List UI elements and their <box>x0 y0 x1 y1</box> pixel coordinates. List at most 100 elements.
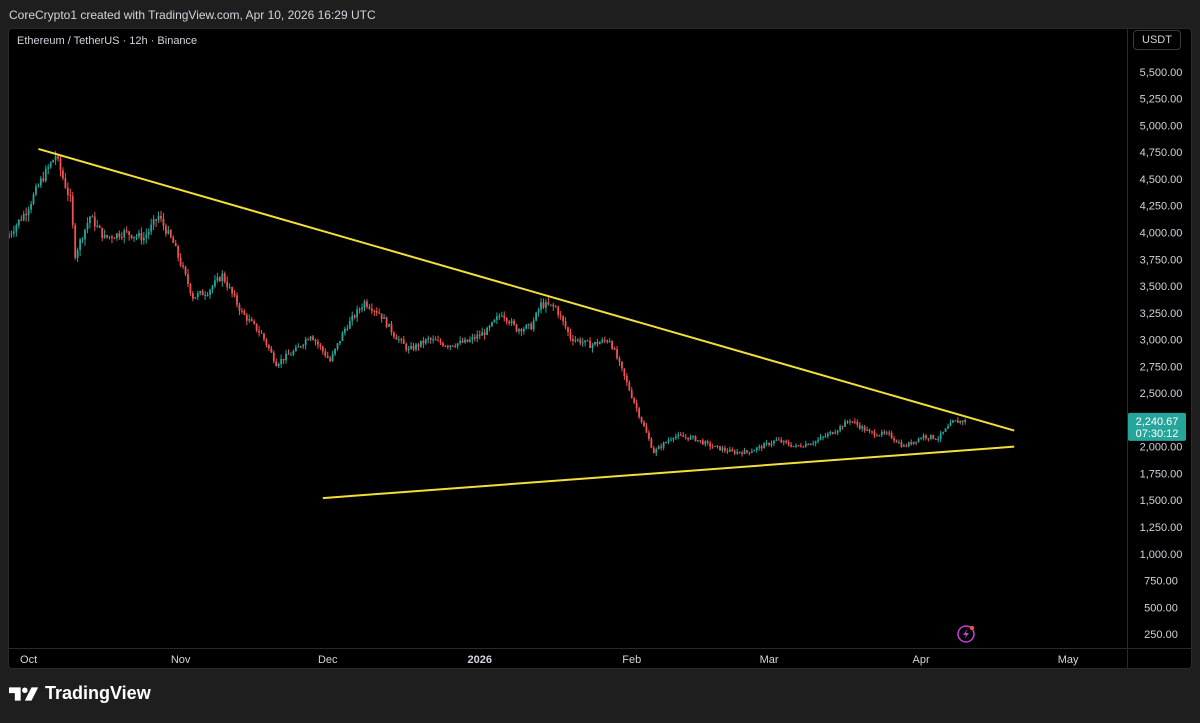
x-tick-label: 2026 <box>467 654 491 666</box>
candle-body <box>660 446 663 448</box>
candle-body <box>223 273 226 282</box>
trendline[interactable] <box>322 445 1015 500</box>
candle-body <box>145 234 148 238</box>
candle-body <box>191 293 194 299</box>
credit-text: CoreCrypto1 created with TradingView.com… <box>9 8 376 22</box>
candle-body <box>866 429 869 431</box>
candle-body <box>760 446 763 449</box>
candle-body <box>106 235 108 238</box>
candle-body <box>79 239 82 251</box>
tradingview-logo-icon <box>9 686 39 701</box>
candle-body <box>93 216 96 227</box>
candle-body <box>446 345 449 348</box>
candle-body <box>15 225 18 232</box>
candle-body <box>321 346 324 352</box>
candle-body <box>243 311 246 315</box>
candle-body <box>481 332 484 336</box>
candle-body <box>679 434 682 436</box>
candle-body <box>47 167 50 169</box>
candle-body <box>486 327 488 335</box>
candle-body <box>66 187 69 196</box>
candle-body <box>836 430 839 433</box>
candle-body <box>650 438 653 448</box>
candle-body <box>375 310 378 313</box>
candle-body <box>932 434 935 439</box>
candle-body <box>469 339 471 342</box>
candle-body <box>253 321 256 324</box>
candle-body <box>711 446 714 448</box>
candle-body <box>294 347 297 352</box>
candle-body <box>782 440 785 443</box>
candle-body <box>733 451 736 454</box>
candle-body <box>152 219 155 225</box>
candle-body <box>140 233 143 241</box>
chart-frame[interactable]: 250.00 500.00 750.00 1,000.00 1,250.00 1,500.… <box>8 28 1192 669</box>
trendlines-layer <box>38 147 1015 500</box>
y-tick-label: 1,500.00 <box>1140 495 1183 507</box>
last-price-badge <box>1128 412 1186 441</box>
y-tick-label: 5,000.00 <box>1140 120 1183 132</box>
candle-body <box>241 310 243 312</box>
candle-body <box>800 445 802 447</box>
candle-body <box>115 233 118 239</box>
candle-body <box>704 441 707 445</box>
candle-body <box>934 438 937 440</box>
candle-body <box>885 432 888 434</box>
candle-body <box>826 433 829 437</box>
y-tick-label: 250.00 <box>1144 629 1178 641</box>
candle-body <box>601 339 604 343</box>
candle-body <box>841 426 844 428</box>
candle-body <box>777 439 780 441</box>
candle-body <box>672 438 675 440</box>
currency-button[interactable]: USDT <box>1133 30 1181 50</box>
y-tick-label: 3,500.00 <box>1140 281 1183 293</box>
candle-body <box>697 440 699 442</box>
candle-body <box>204 295 207 297</box>
candle-body <box>451 345 454 347</box>
candle-body <box>59 158 62 171</box>
x-tick-label: Feb <box>622 654 641 666</box>
candle-body <box>917 438 920 443</box>
candle-body <box>714 445 717 447</box>
candle-body <box>228 287 231 289</box>
candle-body <box>495 316 498 320</box>
candle-body <box>393 332 395 337</box>
candle-body <box>42 178 45 181</box>
trendline[interactable] <box>38 147 1015 432</box>
candle-body <box>174 242 177 247</box>
candle-body <box>547 302 550 305</box>
candle-body <box>773 440 775 444</box>
candle-body <box>844 421 846 427</box>
candle-body <box>500 315 503 317</box>
candle-body <box>138 233 140 237</box>
candle-body <box>81 239 84 241</box>
candle-body <box>189 283 192 294</box>
candle-body <box>817 439 819 442</box>
y-tick-label: 4,000.00 <box>1140 227 1183 239</box>
candle-body <box>466 339 469 342</box>
candle-body <box>959 420 962 423</box>
candle-body <box>525 324 528 329</box>
candle-body <box>581 342 584 344</box>
candle-body <box>54 156 57 161</box>
candle-body <box>432 339 435 341</box>
candle-body <box>665 442 667 444</box>
candle-body <box>415 344 417 350</box>
candle-body <box>442 343 444 346</box>
candle-body <box>591 344 594 348</box>
candle-body <box>194 297 197 299</box>
candle-body <box>694 436 697 442</box>
candle-body <box>410 346 412 349</box>
candle-body <box>765 442 768 444</box>
candle-body <box>674 436 677 439</box>
candle-body <box>692 436 694 438</box>
price-chart[interactable]: 250.00 500.00 750.00 1,000.00 1,250.00 1,500.… <box>9 29 1192 669</box>
y-tick-label: 1,750.00 <box>1140 468 1183 480</box>
candle-body <box>929 434 932 439</box>
tradingview-logo[interactable]: TradingView <box>9 683 151 704</box>
candle-body <box>334 348 336 354</box>
candle-body <box>133 236 135 239</box>
candle-body <box>402 339 405 344</box>
lightning-icon[interactable] <box>957 625 975 643</box>
